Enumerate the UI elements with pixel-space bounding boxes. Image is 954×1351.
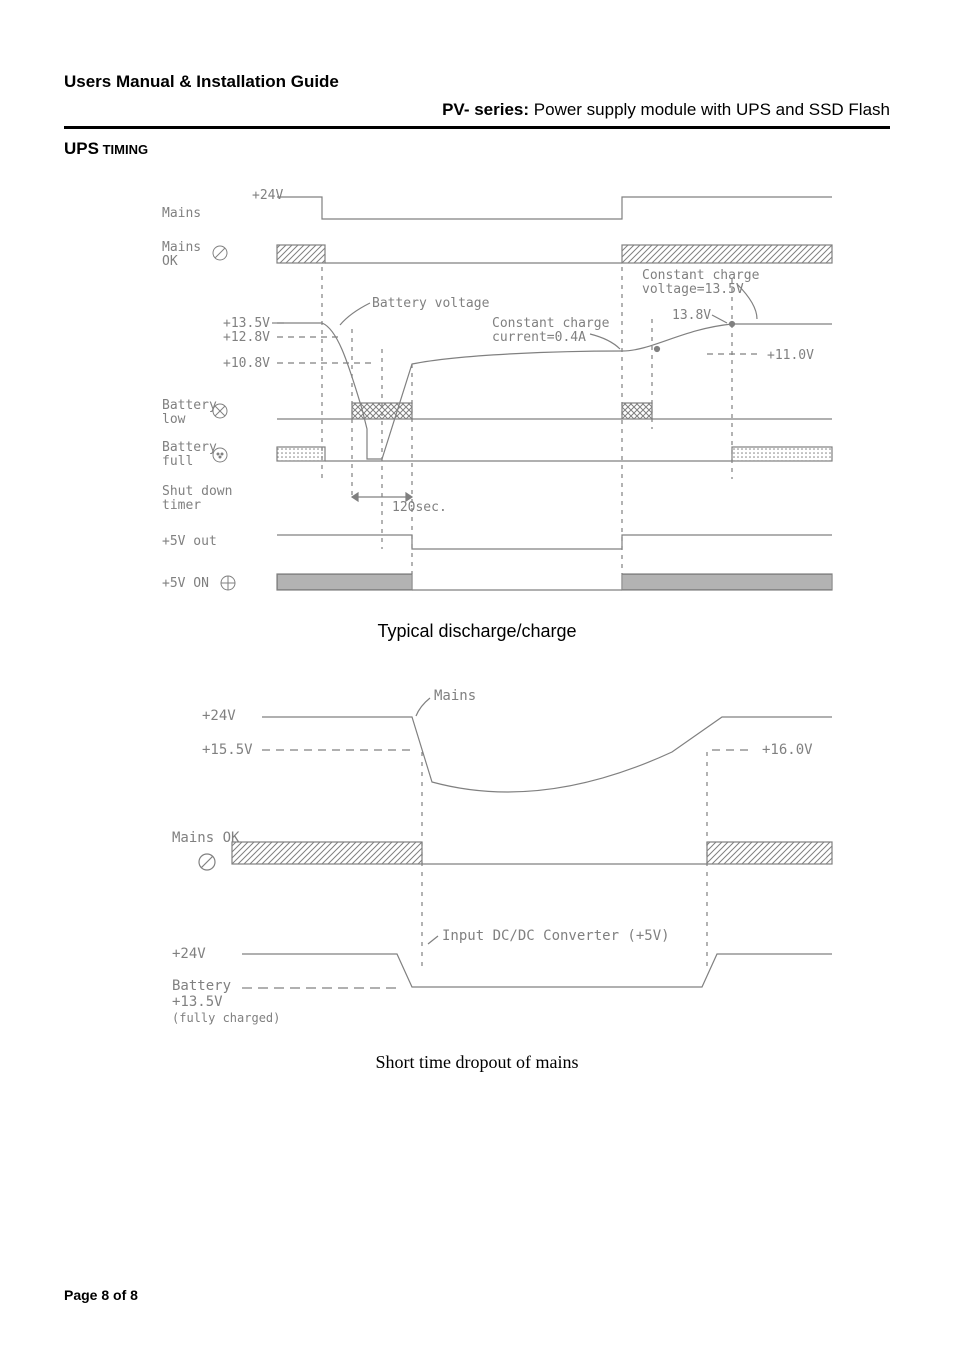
- d1-lbl-mains: Mains: [162, 206, 201, 221]
- diagram1-caption: Typical discharge/charge: [64, 621, 890, 642]
- d1-bfull-rect1: [277, 447, 325, 461]
- d2-dcdc-line: [242, 954, 832, 987]
- d1-call-138: [712, 315, 727, 323]
- led-battfull-icon: [213, 448, 227, 462]
- section-heading: UPS TIMING: [64, 139, 890, 159]
- d1-lbl-24v: +24V: [252, 188, 283, 203]
- d1-lbl-135v: +13.5V: [223, 316, 270, 331]
- d1-lbl-battfull1: Battery: [162, 440, 217, 455]
- d1-5von-rect1: [277, 574, 412, 590]
- d1-5von-rect2: [622, 574, 832, 590]
- d1-mains-line: [277, 197, 832, 219]
- d1-lbl-ccc1: Constant charge: [492, 316, 610, 331]
- d1-lbl-shut2: timer: [162, 498, 201, 513]
- d1-lbl-shut1: Shut down: [162, 484, 232, 499]
- d1-lbl-108v: +10.8V: [223, 356, 270, 371]
- series-bold: PV- series:: [442, 100, 529, 119]
- d1-lbl-battfull2: full: [162, 454, 193, 469]
- d1-lbl-mainsok1: Mains: [162, 240, 201, 255]
- d2-lbl-batt: Battery: [172, 978, 231, 994]
- d2-lbl-24vb: +24V: [172, 946, 206, 962]
- d1-mainsok-rect2: [622, 245, 832, 263]
- d1-lbl-5vout: +5V out: [162, 534, 217, 549]
- divider: [64, 126, 890, 129]
- d2-lbl-155: +15.5V: [202, 742, 253, 758]
- d2-lbl-mains: Mains: [434, 688, 476, 704]
- d1-lbl-128v: +12.8V: [223, 330, 270, 345]
- d1-lbl-5von: +5V ON: [162, 576, 209, 591]
- d1-call-battvolt: [340, 303, 370, 325]
- d1-lbl-battlow1: Battery: [162, 398, 217, 413]
- d1-lbl-110v: +11.0V: [767, 348, 814, 363]
- d2-lbl-24v: +24V: [202, 708, 236, 724]
- d1-lbl-mainsok2: OK: [162, 254, 178, 269]
- diagram2-container: +24V +15.5V +16.0V Mains Mains OK Input …: [64, 672, 890, 1032]
- d1-lbl-battvolt: Battery voltage: [372, 296, 490, 311]
- diagram2-svg: +24V +15.5V +16.0V Mains Mains OK Input …: [112, 672, 842, 1032]
- series-rest: Power supply module with UPS and SSD Fla…: [529, 100, 890, 119]
- d1-shut-arrL: [352, 493, 358, 501]
- d2-lbl-dcdc: Input DC/DC Converter (+5V): [442, 928, 670, 944]
- d1-lbl-ccc2: current=0.4A: [492, 330, 586, 345]
- d2-lbl-fully: (fully charged): [172, 1011, 280, 1025]
- d1-lbl-battlow2: low: [162, 412, 186, 427]
- d2-lbl-mainsok: Mains OK: [172, 830, 240, 846]
- d1-mainsok-rect1: [277, 245, 325, 263]
- d1-lbl-ccv2: voltage=13.5V: [642, 282, 744, 297]
- page-footer: Page 8 of 8: [64, 1287, 138, 1303]
- diagram2-caption: Short time dropout of mains: [64, 1052, 890, 1073]
- d1-dot-110: [655, 347, 660, 352]
- d2-mains-line: [262, 717, 832, 792]
- d2-lbl-160: +16.0V: [762, 742, 813, 758]
- section-small: TIMING: [99, 142, 148, 157]
- d2-mok-rect2: [707, 842, 832, 864]
- d2-mok-rect1: [232, 842, 422, 864]
- diagram1-svg: +24V Mains Mains OK +13.5V +12.8V +10.8V…: [112, 179, 842, 599]
- d1-call-ccc: [590, 334, 620, 349]
- d1-blow-rect2: [622, 403, 652, 419]
- d1-lbl-ccv1: Constant charge: [642, 268, 760, 283]
- d1-blow-rect: [352, 403, 412, 419]
- header-title: Users Manual & Installation Guide: [64, 72, 890, 92]
- section-main: UPS: [64, 139, 99, 158]
- diagram1-container: +24V Mains Mains OK +13.5V +12.8V +10.8V…: [64, 179, 890, 599]
- d2-call-mains: [416, 698, 430, 716]
- header-subtitle: PV- series: Power supply module with UPS…: [64, 100, 890, 120]
- d1-5vout-line: [277, 535, 832, 549]
- d2-call-dcdc: [428, 936, 438, 944]
- d1-lbl-138v: 13.8V: [672, 308, 711, 323]
- d1-lbl-120sec: 120sec.: [392, 500, 447, 515]
- d2-lbl-135v: +13.5V: [172, 994, 223, 1010]
- d1-bfull-rect2: [732, 447, 832, 461]
